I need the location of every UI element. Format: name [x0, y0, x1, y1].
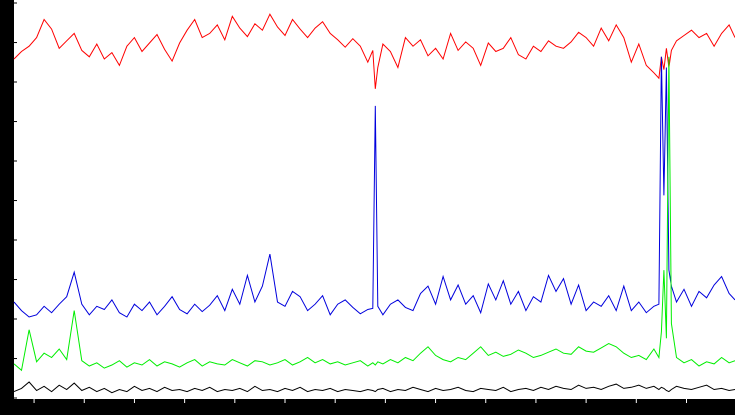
- x-axis: 14:01 14:02 14:03 14:04 14:05 14:06 14:07 14:08…: [21, 397, 700, 415]
- y-axis: 0 370 741 1111 1482 1852 2223 2593 2964 3334 3705: [6, 2, 17, 399]
- y-tick-label: 2593: [6, 110, 16, 133]
- series-layer: [13, 13, 735, 394]
- series-1-line: [13, 56, 735, 318]
- x-tick-label: 14:05: [222, 405, 248, 415]
- y-tick-label: 3705: [6, 4, 16, 27]
- x-tick-label: 14:11: [523, 405, 549, 415]
- x-tick-label: 14:06: [272, 405, 298, 415]
- x-tick-label: 14:13: [623, 405, 649, 415]
- x-tick-label: 14:14: [674, 405, 700, 415]
- y-tick-label: 0: [6, 389, 16, 395]
- y-tick-label: 741: [6, 310, 16, 327]
- y-tick-label: 2964: [6, 70, 16, 93]
- x-tick-label: 14:09: [423, 405, 449, 415]
- series-2-line: [13, 56, 735, 372]
- series-0-line: [13, 13, 735, 89]
- series-3-line: [13, 381, 735, 394]
- y-tick-label: 370: [6, 350, 16, 367]
- x-tick-label: 14:01: [21, 405, 47, 415]
- y-tick-label: 2223: [6, 150, 16, 173]
- x-tick-label: 14:08: [372, 405, 398, 415]
- x-tick-label: 14:04: [172, 405, 198, 415]
- y-tick-label: 3334: [6, 31, 16, 54]
- y-tick-label: 1111: [6, 268, 16, 291]
- x-tick-label: 14:10: [473, 405, 499, 415]
- y-tick-label: 1482: [6, 229, 16, 252]
- x-tick-label: 14:02: [71, 405, 97, 415]
- x-tick-label: 14:03: [121, 405, 147, 415]
- x-tick-label: 14:12: [573, 405, 599, 415]
- y-tick-label: 1852: [6, 189, 16, 212]
- x-tick-label: 14:07: [322, 405, 348, 415]
